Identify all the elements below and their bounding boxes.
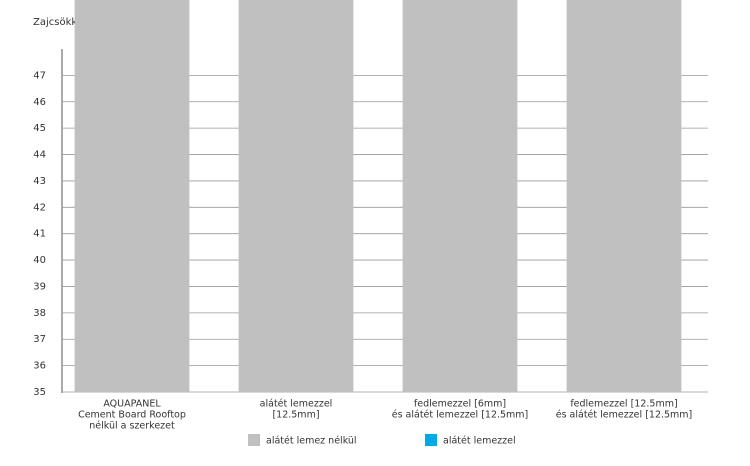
x-tick-label: [12.5mm] (272, 410, 319, 421)
x-tick-label: és alátét lemezzel [12.5mm] (556, 410, 693, 421)
y-tick-label: 35 (33, 387, 46, 398)
y-tick-label: 41 (33, 229, 46, 240)
legend-swatch (248, 434, 260, 446)
legend-swatch (425, 434, 437, 446)
x-tick-label: AQUAPANEL (103, 399, 161, 410)
y-tick-label: 39 (33, 281, 46, 292)
y-tick-label: 43 (33, 176, 46, 187)
x-tick-label: fedlemezzel [6mm] (414, 399, 506, 410)
y-tick-label: 45 (33, 123, 46, 134)
x-tick-label: fedlemezzel [12.5mm] (570, 399, 677, 410)
bar-segment (402, 0, 518, 392)
y-tick-label: 38 (33, 308, 46, 319)
bar-segment (238, 0, 354, 392)
y-tick-label: 36 (33, 361, 46, 372)
bar-segment (74, 0, 190, 392)
legend-label: alátét lemez nélkül (266, 436, 357, 447)
x-tick-label: alátét lemezzel (260, 399, 333, 410)
legend-label: alátét lemezzel (443, 436, 516, 447)
x-tick-label: nélkül a szerkezet (89, 421, 175, 432)
y-tick-label: 46 (33, 97, 46, 108)
x-tick-label: és alátét lemezzel [12.5mm] (392, 410, 529, 421)
y-tick-label: 47 (33, 70, 46, 81)
bar-segment (566, 0, 682, 392)
y-tick-label: 40 (33, 255, 46, 266)
y-tick-label: 44 (33, 150, 46, 161)
x-tick-label: Cement Board Rooftop (78, 410, 186, 421)
y-tick-label: 37 (33, 334, 46, 345)
y-tick-label: 42 (33, 202, 46, 213)
